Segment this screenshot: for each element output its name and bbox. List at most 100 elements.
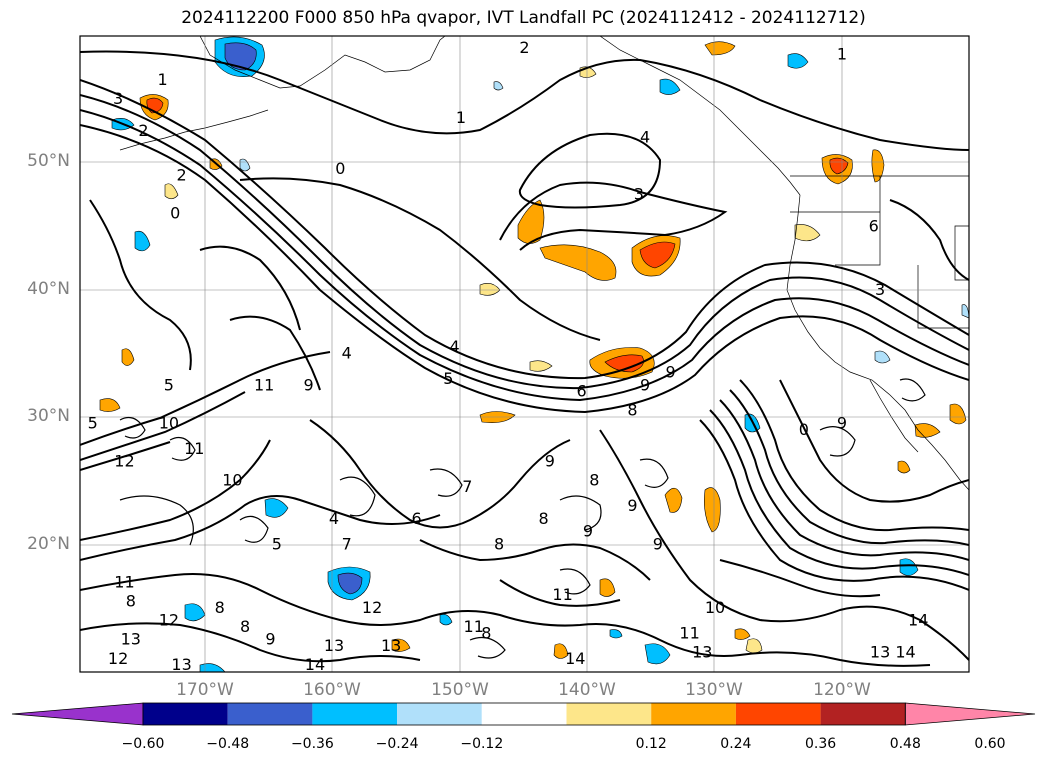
colorbar-tick-label: −0.36 bbox=[290, 736, 334, 752]
contour-label: 4 bbox=[450, 337, 460, 356]
contour-label: 11 bbox=[464, 617, 484, 636]
contour-label: 1 bbox=[456, 108, 466, 127]
alaska-coastline bbox=[199, 36, 446, 89]
colorbar-extend-high bbox=[904, 702, 1036, 726]
colorbar-tick-label: 0.48 bbox=[889, 736, 921, 752]
colorbar-tick-label: 0.36 bbox=[805, 736, 837, 752]
contour-label: 0 bbox=[170, 204, 180, 223]
negative-anomaly-blob bbox=[199, 663, 226, 672]
contour-label: 9 bbox=[640, 375, 650, 394]
contour-label: 9 bbox=[653, 534, 663, 553]
contour-label: 11 bbox=[184, 439, 204, 458]
contour-label: 8 bbox=[481, 623, 491, 642]
contour-label: 9 bbox=[665, 363, 675, 382]
contour-label: 8 bbox=[589, 471, 599, 490]
contour-label: 11 bbox=[114, 572, 134, 591]
contour-label: 4 bbox=[640, 127, 650, 146]
negative-anomaly-blob bbox=[609, 629, 623, 639]
contour-label: 5 bbox=[164, 375, 174, 394]
contour-label: 10 bbox=[705, 598, 725, 617]
lon-label-170w: 170°W bbox=[176, 680, 234, 700]
contour-label: 12 bbox=[108, 649, 128, 668]
positive-anomaly-blob bbox=[529, 360, 553, 372]
positive-anomaly-blob bbox=[99, 398, 121, 412]
colorbar-segment bbox=[227, 703, 313, 725]
us-west-coast bbox=[786, 194, 969, 491]
coastlines bbox=[119, 36, 969, 491]
negative-anomaly-blob bbox=[659, 78, 681, 95]
contour-label: 13 bbox=[121, 630, 141, 649]
negative-anomaly-blob bbox=[787, 53, 809, 69]
contour-label: 4 bbox=[342, 344, 352, 363]
lon-label-150w: 150°W bbox=[431, 680, 489, 700]
positive-anomaly-blob bbox=[734, 628, 751, 640]
positive-anomaly-blob bbox=[599, 578, 616, 597]
negative-anomaly-core bbox=[224, 42, 257, 71]
colorbar-segment bbox=[143, 703, 228, 725]
ivt-contours bbox=[80, 50, 969, 667]
contour-label: 3 bbox=[113, 89, 123, 108]
positive-anomaly-core bbox=[604, 354, 644, 373]
contour-label: 3 bbox=[875, 280, 885, 299]
colorbar-tick-label: 0.24 bbox=[720, 736, 752, 752]
colorbar-tick-label: 0.12 bbox=[635, 736, 667, 752]
contour-label: 4 bbox=[329, 509, 339, 528]
lon-label-160w: 160°W bbox=[303, 680, 361, 700]
contour-label: 10 bbox=[222, 471, 242, 490]
contour-label: 5 bbox=[88, 413, 98, 432]
colorbar-extend-low bbox=[11, 702, 144, 726]
contour-label: 9 bbox=[837, 413, 847, 432]
positive-anomaly-blob bbox=[517, 199, 545, 244]
contour-label: 8 bbox=[126, 592, 136, 611]
contour-label: 9 bbox=[583, 522, 593, 541]
colorbar-tick-label: −0.48 bbox=[206, 736, 250, 752]
contour-label: 8 bbox=[538, 509, 548, 528]
negative-anomaly-blob bbox=[134, 231, 151, 252]
plot-title: 2024112200 F000 850 hPa qvapor, IVT Land… bbox=[181, 8, 866, 28]
contour-label: 1 bbox=[157, 70, 167, 89]
colorbar-segment bbox=[312, 703, 398, 725]
contour-label: 11 bbox=[552, 585, 572, 604]
contour-label: 13 bbox=[171, 655, 191, 674]
contour-label: 2 bbox=[138, 121, 148, 140]
positive-anomaly-blob bbox=[121, 348, 135, 366]
positive-anomaly-blob bbox=[539, 244, 617, 281]
positive-anomaly-blob bbox=[664, 487, 683, 513]
contour-label: 0 bbox=[335, 159, 345, 178]
contour-label: 8 bbox=[627, 401, 637, 420]
contour-label: 7 bbox=[342, 534, 352, 553]
colorbar-segment bbox=[481, 703, 567, 725]
contour-label: 8 bbox=[215, 598, 225, 617]
contour-label: 5 bbox=[443, 369, 453, 388]
colorbar-tick-label: −0.24 bbox=[375, 736, 419, 752]
lat-label-30n: 30°N bbox=[27, 406, 70, 426]
colorbar-segment bbox=[566, 703, 652, 725]
contour-label: 2 bbox=[519, 38, 529, 57]
contour-label: 6 bbox=[411, 509, 421, 528]
state-borders bbox=[790, 176, 969, 329]
contour-label: 11 bbox=[254, 375, 274, 394]
contour-label: 9 bbox=[545, 452, 555, 471]
contour-label: 8 bbox=[240, 617, 250, 636]
positive-anomaly-blob bbox=[745, 638, 763, 654]
colorbar-tick-label: −0.60 bbox=[121, 736, 165, 752]
contour-label: 13 bbox=[692, 642, 712, 661]
contour-label: 12 bbox=[362, 598, 382, 617]
lon-label-120w: 120°W bbox=[813, 680, 871, 700]
colorbar-segment bbox=[651, 703, 736, 725]
contour-label: 6 bbox=[577, 382, 587, 401]
colorbar-segment bbox=[820, 703, 906, 725]
contour-label: 2 bbox=[177, 165, 187, 184]
ivt-contours-thin bbox=[119, 378, 926, 659]
negative-anomaly-blob bbox=[874, 350, 891, 364]
contour-label: 12 bbox=[159, 611, 179, 630]
contour-label: 9 bbox=[627, 496, 637, 515]
colorbar-segment bbox=[397, 703, 482, 725]
lon-label-140w: 140°W bbox=[558, 680, 616, 700]
negative-anomaly-blob bbox=[439, 614, 453, 626]
baja-california bbox=[869, 379, 919, 453]
colorbar-segment bbox=[735, 703, 821, 725]
